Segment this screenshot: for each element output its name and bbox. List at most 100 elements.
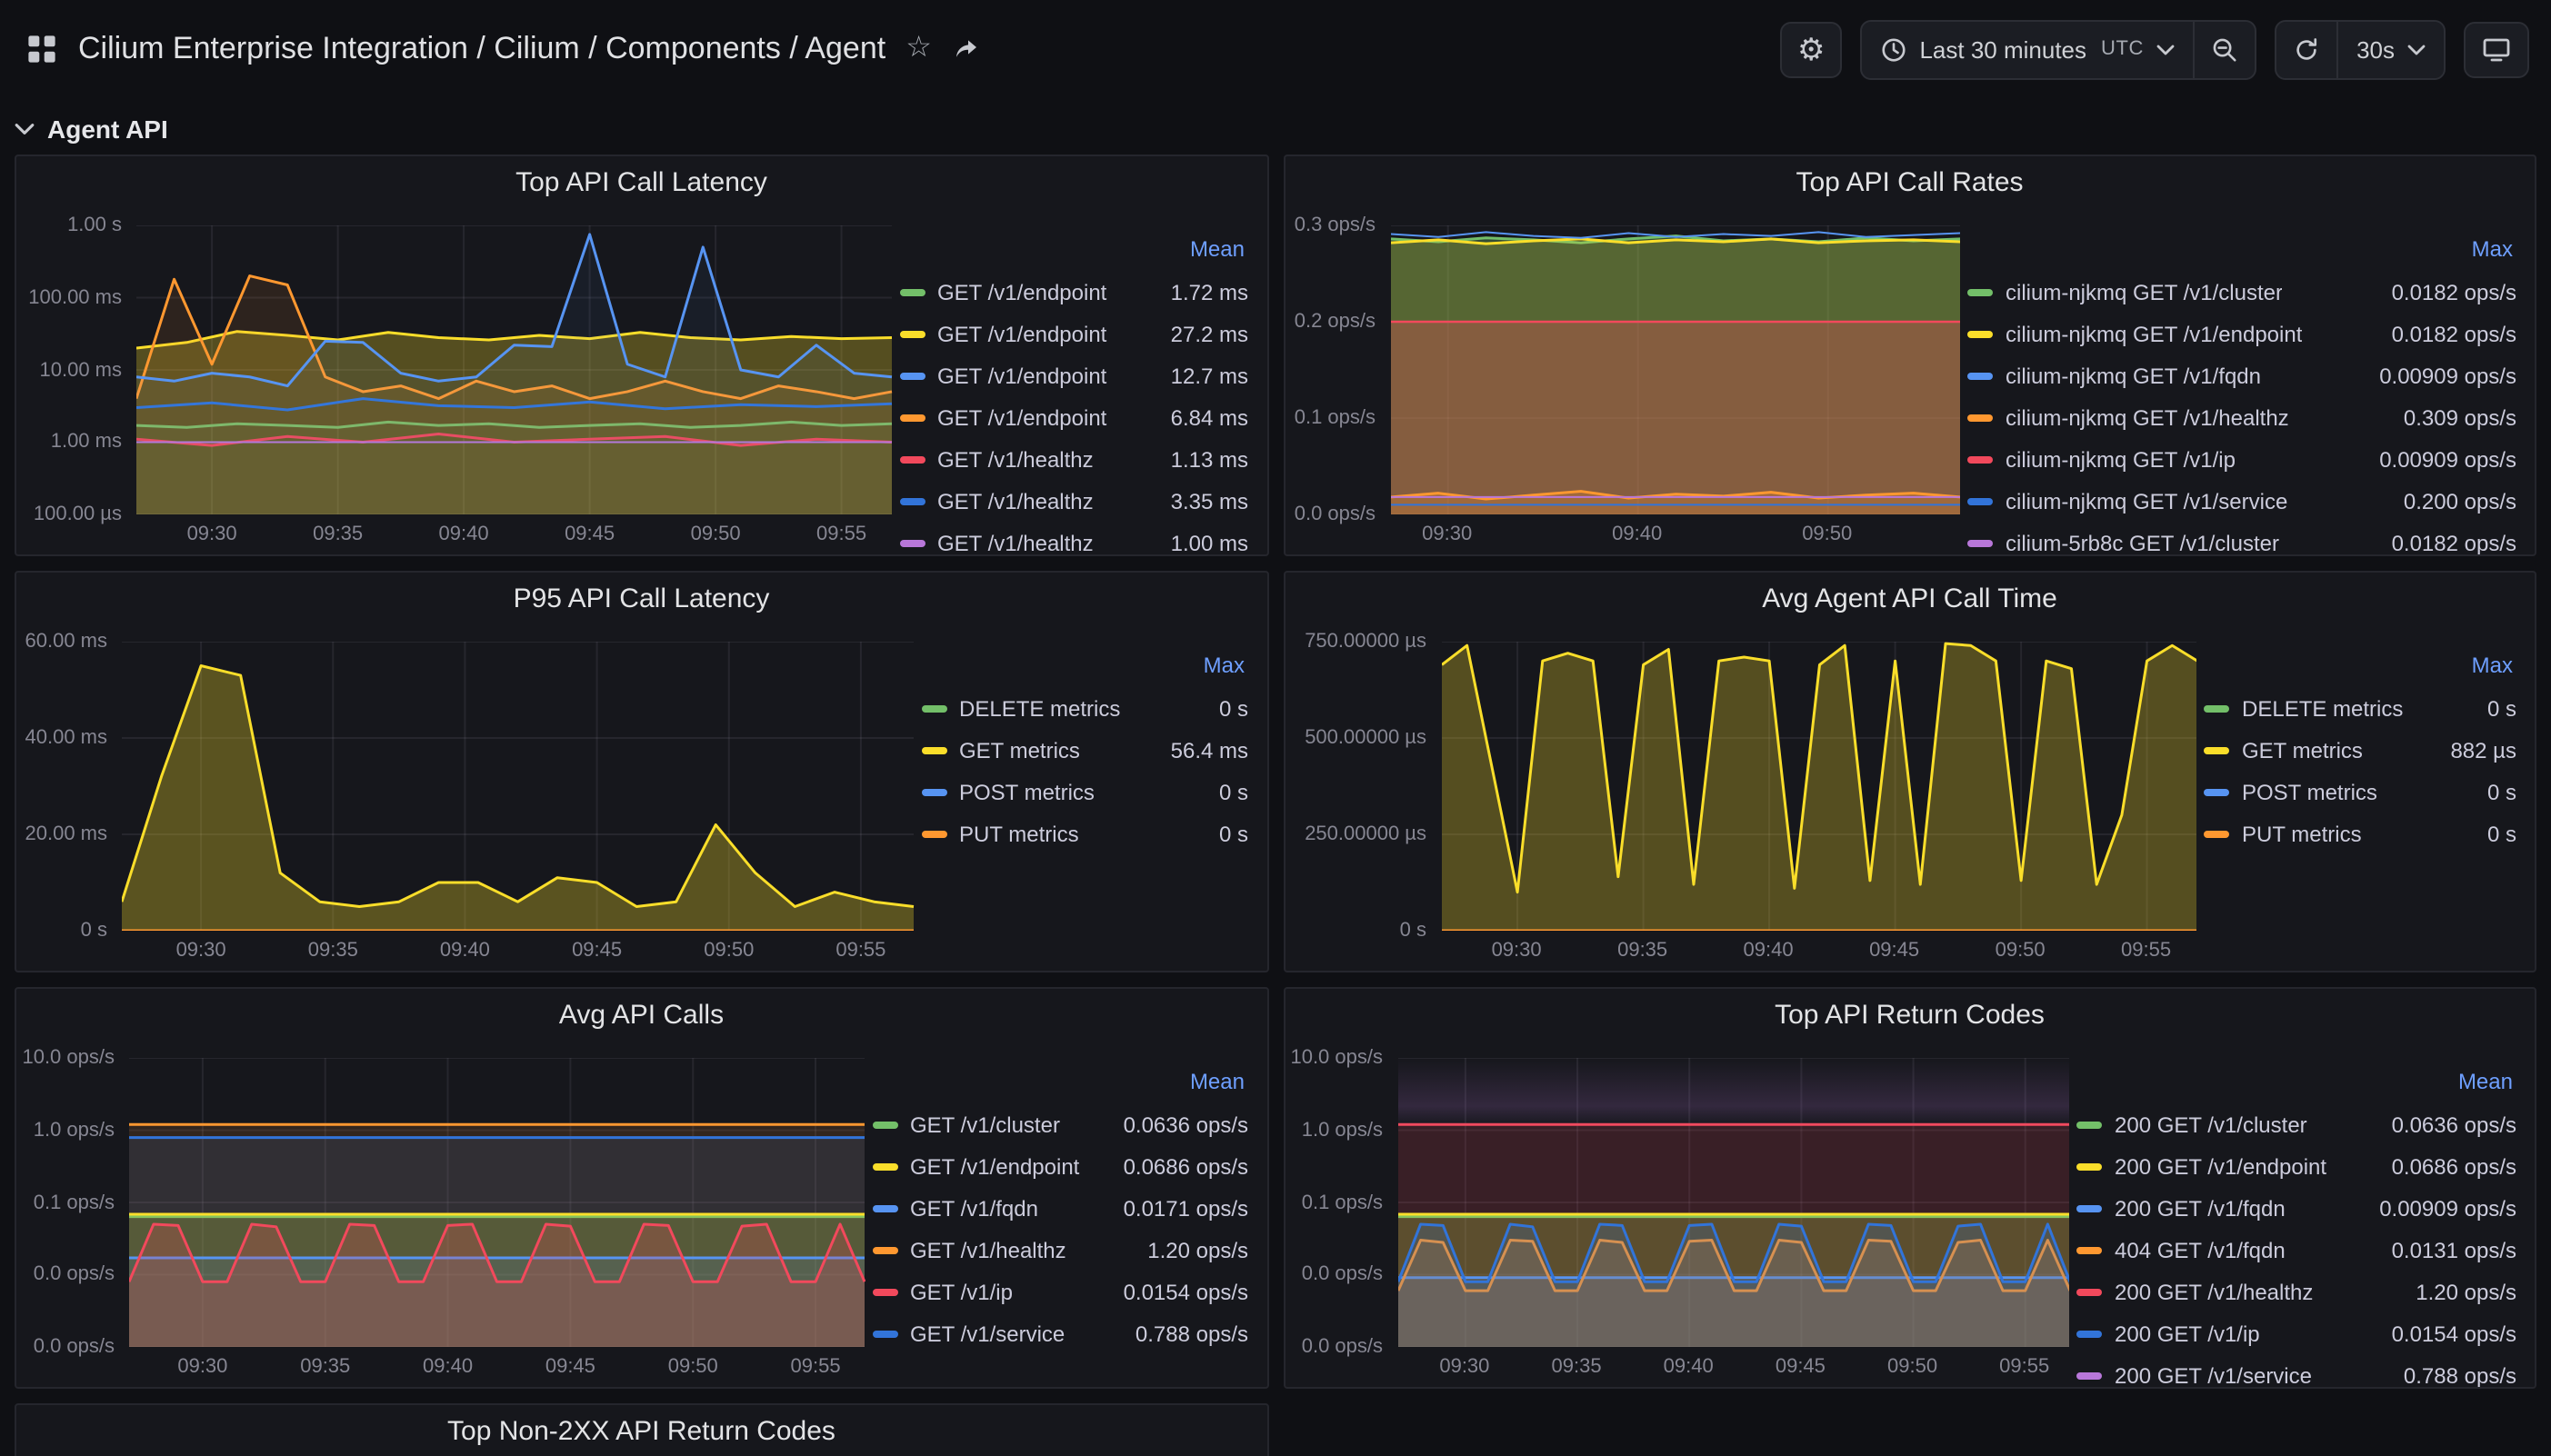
- time-series-chart: 10.0 ops/s 1.0 ops/s 0.1 ops/s 0.0 ops/s 0.0…: [1285, 1040, 2076, 1387]
- legend-item[interactable]: GET /v1/fqdn 0.0171 ops/s: [872, 1187, 1248, 1229]
- panel-title[interactable]: Top Non-2XX API Return Codes: [447, 1415, 835, 1446]
- legend-item[interactable]: cilium-njkmq GET /v1/fqdn 0.00909 ops/s: [1967, 354, 2516, 396]
- x-axis-tick: 09:45: [565, 524, 615, 545]
- chart-canvas[interactable]: [1441, 642, 2196, 931]
- tv-mode-button[interactable]: [2464, 21, 2529, 77]
- legend-item[interactable]: PUT metrics 0 s: [2204, 813, 2516, 854]
- chart-canvas[interactable]: [136, 225, 892, 514]
- legend-item[interactable]: 200 GET /v1/service 0.788 ops/s: [2076, 1354, 2516, 1387]
- panel-title[interactable]: Top API Call Latency: [515, 166, 767, 197]
- legend: Max DELETE metrics 0 s GET metrics 882 µs PO…: [2204, 623, 2535, 971]
- legend-item[interactable]: 200 GET /v1/endpoint 0.0686 ops/s: [2076, 1145, 2516, 1187]
- chart-canvas[interactable]: [1397, 1058, 2069, 1347]
- series-value: 0 s: [1218, 821, 1248, 846]
- refresh-button[interactable]: [2276, 21, 2336, 77]
- legend-item[interactable]: GET /v1/healthz 1.00 ms: [899, 522, 1248, 554]
- y-axis-tick: 750.00000 µs: [1305, 631, 1426, 653]
- legend-item[interactable]: GET /v1/service 0.788 ops/s: [872, 1312, 1248, 1354]
- y-axis-tick: 10.00 ms: [39, 359, 123, 381]
- series-label: GET /v1/endpoint: [910, 1153, 1080, 1179]
- legend-calc-header[interactable]: Max: [2471, 236, 2513, 262]
- legend-calc-header[interactable]: Mean: [1189, 1069, 1245, 1094]
- series-value: 1.72 ms: [1170, 279, 1248, 304]
- share-icon[interactable]: [952, 35, 981, 64]
- chart-canvas[interactable]: [129, 1058, 865, 1347]
- x-axis-tick: 09:55: [790, 1356, 841, 1378]
- legend-item[interactable]: GET metrics 882 µs: [2204, 729, 2516, 771]
- panel-title[interactable]: Avg Agent API Call Time: [1762, 583, 2057, 613]
- chart-canvas[interactable]: [122, 642, 914, 931]
- series-label: GET metrics: [959, 737, 1080, 763]
- legend-calc-header[interactable]: Max: [1203, 653, 1245, 678]
- y-axis-tick: 0.0 ops/s: [1294, 504, 1376, 525]
- legend-item[interactable]: GET metrics 56.4 ms: [921, 729, 1248, 771]
- series-color-swatch: [1967, 330, 1993, 337]
- series-value: 0.309 ops/s: [2403, 404, 2516, 430]
- legend-item[interactable]: 200 GET /v1/cluster 0.0636 ops/s: [2076, 1103, 2516, 1145]
- y-axis-tick: 0.1 ops/s: [1301, 1192, 1383, 1213]
- series-color-swatch: [899, 288, 925, 295]
- x-axis-tick: 09:50: [1995, 940, 2046, 962]
- legend-item[interactable]: GET /v1/endpoint 1.72 ms: [899, 271, 1248, 313]
- legend-item[interactable]: cilium-5rb8c GET /v1/cluster 0.0182 ops/s: [1967, 522, 2516, 554]
- legend-item[interactable]: GET /v1/endpoint 0.0686 ops/s: [872, 1145, 1248, 1187]
- legend-item[interactable]: GET /v1/endpoint 6.84 ms: [899, 396, 1248, 438]
- legend-item[interactable]: 200 GET /v1/healthz 1.20 ops/s: [2076, 1271, 2516, 1312]
- legend-calc-header[interactable]: Max: [2471, 653, 2513, 678]
- legend-item[interactable]: cilium-njkmq GET /v1/endpoint 0.0182 ops/…: [1967, 313, 2516, 354]
- section-agent-api[interactable]: Agent API: [0, 98, 2551, 155]
- y-axis-labels: 10.0 ops/s 1.0 ops/s 0.1 ops/s 0.0 ops/s 0.0…: [16, 1047, 129, 1358]
- legend-item[interactable]: PUT metrics 0 s: [921, 813, 1248, 854]
- series-value: 1.20 ops/s: [1147, 1237, 1248, 1262]
- panel-title[interactable]: P95 API Call Latency: [513, 583, 770, 613]
- legend-item[interactable]: POST metrics 0 s: [2204, 771, 2516, 813]
- breadcrumb[interactable]: Cilium Enterprise Integration / Cilium /…: [78, 31, 886, 65]
- legend-item[interactable]: 404 GET /v1/fqdn 0.0131 ops/s: [2076, 1229, 2516, 1271]
- legend-item[interactable]: cilium-njkmq GET /v1/service 0.200 ops/s: [1967, 480, 2516, 522]
- chart-canvas[interactable]: [1390, 225, 1960, 514]
- settings-button[interactable]: ⚙: [1780, 21, 1842, 77]
- apps-icon[interactable]: [25, 33, 58, 65]
- series-value: 0.0171 ops/s: [1123, 1195, 1248, 1221]
- x-axis-tick: 09:50: [667, 1356, 718, 1378]
- x-axis-tick: 09:55: [2121, 940, 2172, 962]
- legend-item[interactable]: POST metrics 0 s: [921, 771, 1248, 813]
- series-color-swatch: [872, 1246, 897, 1253]
- series-value: 0.200 ops/s: [2403, 488, 2516, 514]
- legend-item[interactable]: 200 GET /v1/ip 0.0154 ops/s: [2076, 1312, 2516, 1354]
- legend-item[interactable]: GET /v1/endpoint 27.2 ms: [899, 313, 1248, 354]
- legend-item[interactable]: DELETE metrics 0 s: [2204, 687, 2516, 729]
- x-axis-tick: 09:50: [690, 524, 741, 545]
- legend-calc-header[interactable]: Mean: [2457, 1069, 2513, 1094]
- legend-item[interactable]: GET /v1/ip 0.0154 ops/s: [872, 1271, 1248, 1312]
- series-value: 0.0154 ops/s: [2391, 1321, 2516, 1346]
- legend-rows: DELETE metrics 0 s GET metrics 56.4 ms POST …: [921, 687, 1248, 854]
- refresh-icon: [2293, 35, 2320, 63]
- legend-item[interactable]: GET /v1/cluster 0.0636 ops/s: [872, 1103, 1248, 1145]
- legend-item[interactable]: GET /v1/healthz 3.35 ms: [899, 480, 1248, 522]
- zoom-out-button[interactable]: [2193, 21, 2255, 77]
- legend-item[interactable]: GET /v1/healthz 1.20 ops/s: [872, 1229, 1248, 1271]
- legend-item[interactable]: DELETE metrics 0 s: [921, 687, 1248, 729]
- legend-item[interactable]: cilium-njkmq GET /v1/healthz 0.309 ops/s: [1967, 396, 2516, 438]
- series-label: PUT metrics: [2242, 821, 2362, 846]
- y-axis-tick: 60.00 ms: [25, 631, 108, 653]
- panel-title[interactable]: Top API Return Codes: [1775, 999, 2045, 1030]
- time-range-picker[interactable]: Last 30 minutes UTC: [1861, 21, 2193, 77]
- legend-item[interactable]: cilium-njkmq GET /v1/cluster 0.0182 ops/s: [1967, 271, 2516, 313]
- panel-title[interactable]: Avg API Calls: [558, 999, 725, 1030]
- legend-item[interactable]: 200 GET /v1/fqdn 0.00909 ops/s: [2076, 1187, 2516, 1229]
- refresh-interval-label: 30s: [2356, 35, 2395, 63]
- legend-item[interactable]: cilium-njkmq GET /v1/ip 0.00909 ops/s: [1967, 438, 2516, 480]
- y-axis-labels: 1.00 s 100.00 ms 10.00 ms 1.00 ms 100.00 µs: [16, 214, 136, 525]
- star-icon[interactable]: ☆: [905, 33, 932, 64]
- legend-rows: GET /v1/cluster 0.0636 ops/s GET /v1/endpo…: [872, 1103, 1248, 1354]
- refresh-interval-dropdown[interactable]: 30s: [2336, 21, 2444, 77]
- series-label: cilium-5rb8c GET /v1/cluster: [2006, 530, 2279, 554]
- series-color-swatch: [872, 1204, 897, 1212]
- panel: Top Non-2XX API Return Codes: [15, 1403, 1268, 1456]
- legend-calc-header[interactable]: Mean: [1189, 236, 1245, 262]
- legend-item[interactable]: GET /v1/healthz 1.13 ms: [899, 438, 1248, 480]
- legend-item[interactable]: GET /v1/endpoint 12.7 ms: [899, 354, 1248, 396]
- panel-title[interactable]: Top API Call Rates: [1796, 166, 2024, 197]
